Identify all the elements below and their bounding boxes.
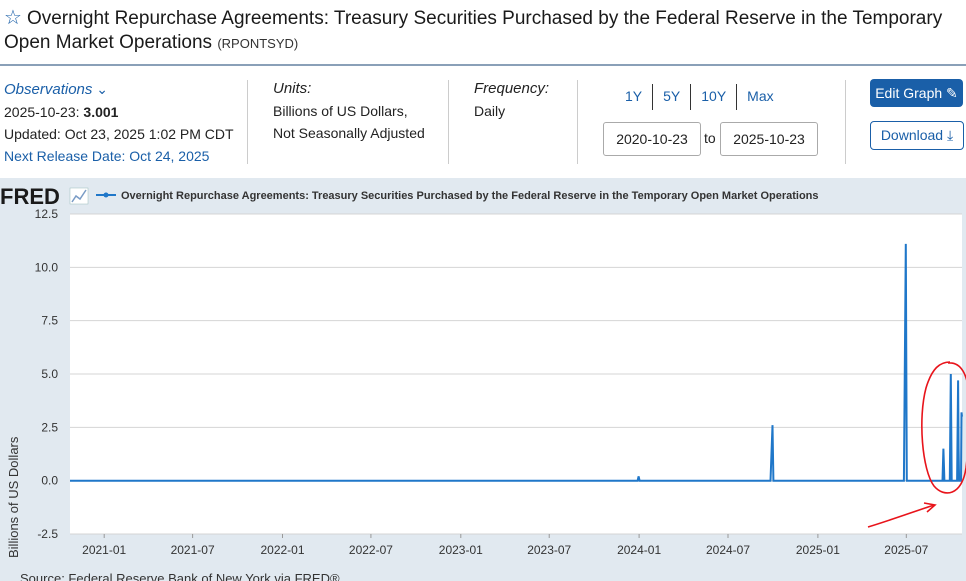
download-button[interactable]: Download ⤓ (870, 121, 964, 150)
annotation-arrow (867, 502, 937, 528)
x-tick-label: 2025-01 (796, 543, 840, 557)
edit-graph-button[interactable]: Edit Graph ✎ (870, 79, 963, 107)
range-selector: 1Y 5Y 10Y Max (615, 84, 784, 110)
fred-chart-icon (69, 187, 89, 205)
range-1y-button[interactable]: 1Y (625, 88, 643, 104)
star-icon[interactable]: ☆ (4, 7, 22, 29)
x-tick-label: 2022-01 (260, 543, 304, 557)
edit-icon: ✎ (946, 85, 958, 101)
header-divider (0, 64, 966, 66)
frequency-block: Frequency: Daily (474, 78, 549, 122)
y-tick-label: 0.0 (41, 474, 58, 488)
fred-logo: FRED (0, 184, 60, 209)
chart-svg: FRED Overnight Repurchase Agreements: Tr… (0, 184, 966, 581)
x-tick-label: 2024-01 (617, 543, 661, 557)
series-code: (RPONTSYD) (217, 36, 299, 51)
range-10y-button[interactable]: 10Y (701, 88, 727, 104)
series-title: Overnight Repurchase Agreements: Treasur… (4, 8, 943, 53)
y-tick-label: 7.5 (41, 314, 58, 328)
x-tick-label: 2024-07 (706, 543, 750, 557)
source-text: Source: Federal Reserve Bank of New York… (20, 571, 340, 581)
to-label: to (704, 130, 716, 146)
series-line[interactable] (70, 243, 963, 482)
x-tick-label: 2025-07 (884, 543, 928, 557)
units-label: Units: (273, 80, 312, 97)
frequency-value: Daily (474, 103, 506, 119)
separator (577, 80, 578, 164)
units-block: Units: Billions of US Dollars, Not Seaso… (273, 78, 425, 144)
x-tick-label: 2023-01 (439, 543, 483, 557)
start-date-input[interactable]: 2020-10-23 (603, 122, 701, 156)
y-tick-label: -2.5 (37, 527, 58, 541)
chevron-down-icon: ⌄ (92, 81, 108, 97)
x-tick-label: 2023-07 (527, 543, 571, 557)
separator (247, 80, 248, 164)
x-tick-label: 2021-01 (82, 543, 126, 557)
y-tick-label: 12.5 (35, 207, 59, 221)
y-tick-label: 5.0 (41, 367, 58, 381)
observations-block: Observations ⌄ 2025-10-23: 3.001 Updated… (4, 78, 234, 167)
observation-value: 3.001 (83, 104, 119, 120)
end-date-input[interactable]: 2025-10-23 (720, 122, 818, 156)
legend-label: Overnight Repurchase Agreements: Treasur… (121, 190, 819, 202)
annotation-circle (921, 361, 966, 494)
observations-dropdown[interactable]: Observations ⌄ (4, 81, 108, 98)
y-tick-label: 2.5 (41, 420, 58, 434)
next-release-link[interactable]: Next Release Date: Oct 24, 2025 (4, 148, 210, 164)
separator (845, 80, 846, 164)
frequency-label: Frequency: (474, 80, 550, 97)
y-tick-label: 10.0 (35, 260, 59, 274)
units-line2: Not Seasonally Adjusted (273, 125, 425, 141)
observation-date: 2025-10-23: (4, 104, 80, 120)
range-max-button[interactable]: Max (747, 88, 774, 104)
updated-text: Updated: Oct 23, 2025 1:02 PM CDT (4, 126, 234, 142)
download-icon: ⤓ (946, 127, 954, 143)
range-5y-button[interactable]: 5Y (663, 88, 681, 104)
x-tick-label: 2021-07 (171, 543, 215, 557)
y-axis-label: Billions of US Dollars (6, 436, 21, 558)
x-tick-label: 2022-07 (349, 543, 393, 557)
legend: Overnight Repurchase Agreements: Treasur… (96, 190, 819, 202)
units-line1: Billions of US Dollars, (273, 103, 408, 119)
page-title: ☆ Overnight Repurchase Agreements: Treasu… (4, 6, 954, 56)
separator (448, 80, 449, 164)
